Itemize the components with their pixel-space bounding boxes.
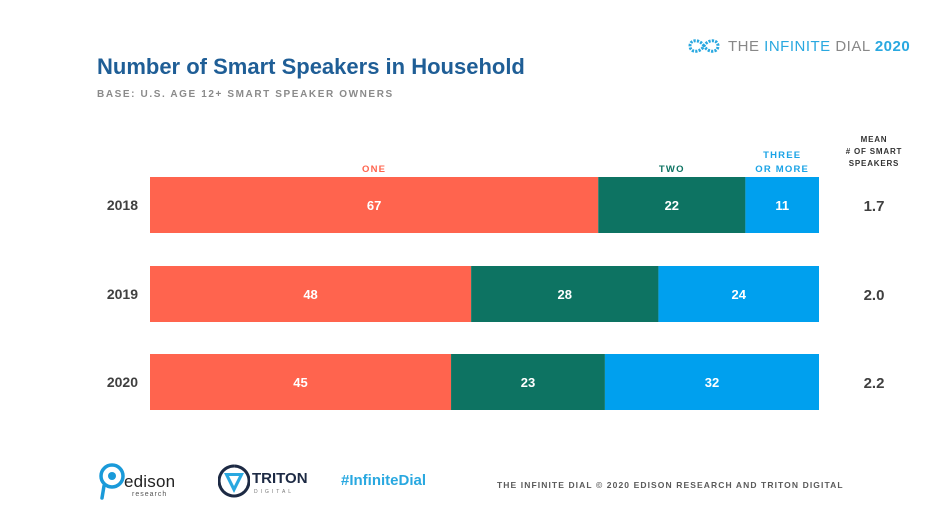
brand-accent: INFINITE xyxy=(764,37,831,55)
copyright-text: THE INFINITE DIAL © 2020 EDISON RESEARCH… xyxy=(497,480,844,490)
mean-header: SPEAKERS xyxy=(849,159,899,168)
bar-segment xyxy=(745,177,819,233)
triton-logo-icon xyxy=(218,464,250,498)
bar-value-label: 11 xyxy=(775,198,789,213)
bar-segment xyxy=(150,177,599,233)
triton-logo-text: TRITON xyxy=(252,470,308,487)
mean-header: MEAN xyxy=(861,135,888,144)
mean-value: 1.7 xyxy=(864,198,885,215)
triton-logo-subtext: DIGITAL xyxy=(254,489,295,495)
bar-value-label: 23 xyxy=(521,375,535,390)
bar-segment xyxy=(150,266,472,322)
brand-name: THE INFINITE DIAL 2020 xyxy=(728,38,910,55)
edison-logo-text: edison xyxy=(124,472,176,491)
year-label: 2019 xyxy=(107,286,138,302)
bar-segment xyxy=(471,266,659,322)
bar-value-label: 67 xyxy=(367,198,381,213)
brand-prefix: THE xyxy=(728,37,765,55)
mean-header: # OF SMART xyxy=(846,147,902,156)
series-label: ONE xyxy=(362,164,386,175)
bar-segment xyxy=(604,354,819,410)
bar-segment xyxy=(451,354,605,410)
edison-logo-icon xyxy=(99,463,125,500)
mean-value: 2.0 xyxy=(864,287,885,304)
bar-value-label: 24 xyxy=(731,287,746,302)
infinity-icon xyxy=(688,39,720,53)
bar-value-label: 45 xyxy=(293,375,307,390)
bar-value-label: 48 xyxy=(303,287,317,302)
mean-value: 2.2 xyxy=(864,375,885,392)
bar-segment xyxy=(598,177,746,233)
bar-segment xyxy=(150,354,452,410)
edison-logo-subtext: research xyxy=(132,491,168,498)
bar-segment xyxy=(658,266,819,322)
year-label: 2018 xyxy=(107,197,138,213)
hashtag-link[interactable]: #InfiniteDial xyxy=(341,472,427,489)
chart-subtitle: BASE: U.S. AGE 12+ SMART SPEAKER OWNERS xyxy=(97,89,394,100)
chart-title: Number of Smart Speakers in Household xyxy=(97,54,525,79)
infinite-dial-brand: THE INFINITE DIAL 2020 xyxy=(686,36,910,56)
year-label: 2020 xyxy=(107,374,138,390)
brand-suffix: DIAL xyxy=(830,37,871,55)
bar-value-label: 22 xyxy=(665,198,679,213)
series-label: OR MORE xyxy=(755,164,809,175)
brand-year: 2020 xyxy=(874,37,911,55)
series-label: TWO xyxy=(659,164,685,175)
bar-value-label: 32 xyxy=(705,375,719,390)
series-label: THREE xyxy=(763,150,801,161)
bar-value-label: 28 xyxy=(558,287,572,302)
